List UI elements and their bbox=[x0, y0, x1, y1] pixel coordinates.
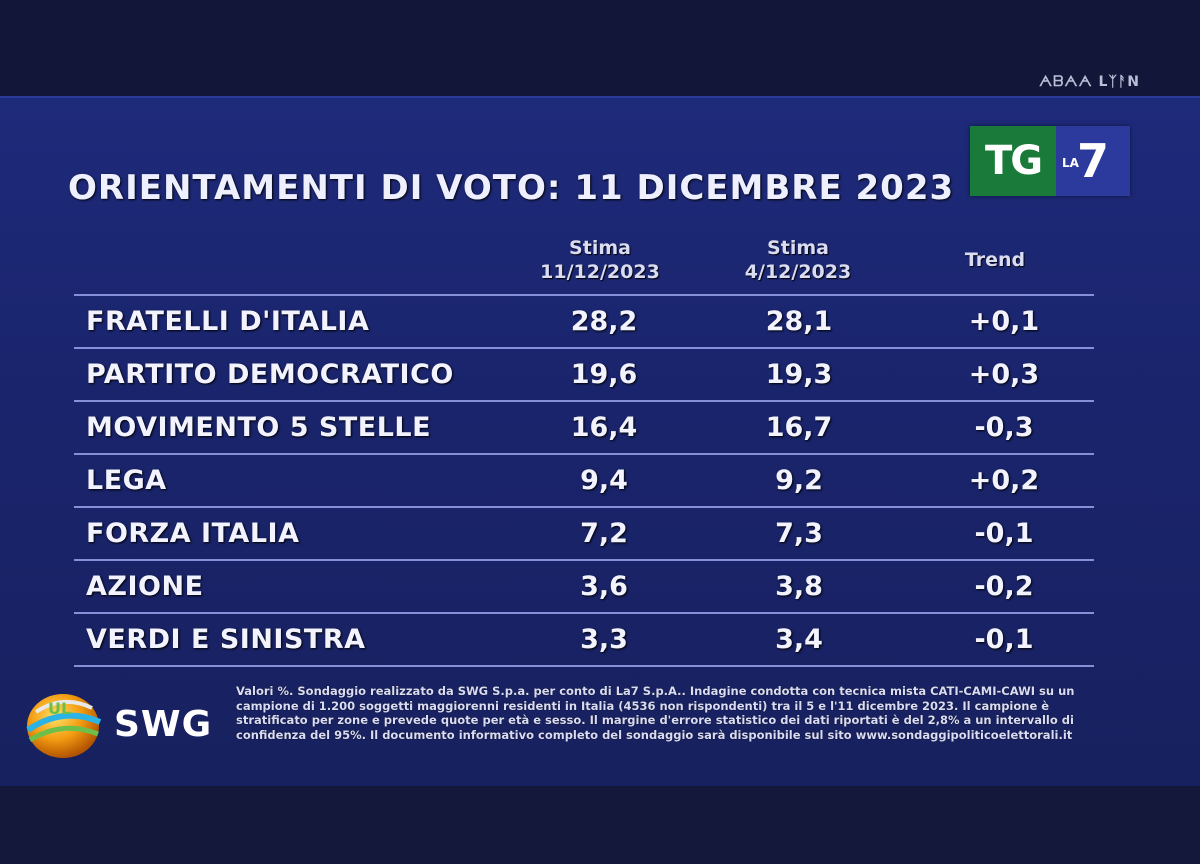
estimate-current: 16,4 bbox=[570, 412, 638, 443]
table-row: MOVIMENTO 5 STELLE 16,4 16,7 -0,3 bbox=[74, 400, 1094, 453]
table-row: FORZA ITALIA 7,2 7,3 -0,1 bbox=[74, 506, 1094, 559]
estimate-current: 7,2 bbox=[580, 518, 628, 549]
party-name: MOVIMENTO 5 STELLE bbox=[86, 412, 432, 443]
trend-value: +0,1 bbox=[968, 306, 1040, 337]
estimate-previous: 3,4 bbox=[775, 624, 823, 655]
poll-table: FRATELLI D'ITALIA 28,2 28,1 +0,1 PARTITO… bbox=[74, 294, 1094, 667]
table-row: AZIONE 3,6 3,8 -0,2 bbox=[74, 559, 1094, 612]
party-name: FRATELLI D'ITALIA bbox=[86, 306, 370, 337]
party-name: VERDI E SINISTRA bbox=[86, 624, 366, 655]
estimate-previous: 3,8 bbox=[775, 571, 823, 602]
table-row: PARTITO DEMOCRATICO 19,6 19,3 +0,3 bbox=[74, 347, 1094, 400]
estimate-previous: 7,3 bbox=[775, 518, 823, 549]
trend-value: +0,2 bbox=[968, 465, 1040, 496]
swg-globe-icon: UL bbox=[20, 686, 106, 762]
estimate-previous: 16,7 bbox=[765, 412, 833, 443]
tg-la7-logo: TG LA 7 bbox=[970, 126, 1130, 196]
trend-value: -0,1 bbox=[974, 624, 1034, 655]
tg-logo-text: TG bbox=[970, 126, 1056, 196]
estimate-previous: 19,3 bbox=[765, 359, 833, 390]
table-row: LEGA 9,4 9,2 +0,2 bbox=[74, 453, 1094, 506]
party-name: PARTITO DEMOCRATICO bbox=[86, 359, 454, 390]
trend-value: +0,3 bbox=[968, 359, 1040, 390]
estimate-current: 3,6 bbox=[580, 571, 628, 602]
header-stima-current-text: Stima 11/12/2023 bbox=[540, 237, 660, 283]
la7-logo: LA 7 bbox=[1056, 126, 1130, 196]
party-name: AZIONE bbox=[86, 571, 204, 602]
party-name: FORZA ITALIA bbox=[86, 518, 300, 549]
header-trend: Trend bbox=[964, 249, 1026, 271]
corner-watermark: ᗅᗷᗅᗅ LᛉᚨN bbox=[1039, 74, 1140, 90]
page-title: ORIENTAMENTI DI VOTO: 11 DICEMBRE 2023 bbox=[68, 168, 955, 208]
swg-logo: UL SWG bbox=[20, 684, 220, 764]
methodology-footnote: Valori %. Sondaggio realizzato da SWG S.… bbox=[236, 684, 1075, 742]
table-row: VERDI E SINISTRA 3,3 3,4 -0,1 bbox=[74, 612, 1094, 667]
header-stima-previous-text: Stima 4/12/2023 bbox=[744, 237, 852, 283]
table-row: FRATELLI D'ITALIA 28,2 28,1 +0,1 bbox=[74, 294, 1094, 347]
estimate-current: 9,4 bbox=[580, 465, 628, 496]
swg-logo-text: SWG bbox=[114, 703, 213, 745]
trend-value: -0,1 bbox=[974, 518, 1034, 549]
header-stima-current: Stima 11/12/2023 bbox=[530, 236, 670, 284]
swg-globe-label: UL bbox=[48, 699, 71, 718]
broadcast-screen bbox=[0, 96, 1200, 788]
header-stima-previous: Stima 4/12/2023 bbox=[728, 236, 868, 284]
estimate-current: 19,6 bbox=[570, 359, 638, 390]
la7-logo-seven: 7 bbox=[1076, 134, 1109, 188]
bottom-band bbox=[0, 786, 1200, 864]
estimate-previous: 28,1 bbox=[765, 306, 833, 337]
estimate-current: 3,3 bbox=[580, 624, 628, 655]
estimate-previous: 9,2 bbox=[775, 465, 823, 496]
la7-logo-la: LA bbox=[1062, 156, 1079, 170]
trend-value: -0,3 bbox=[974, 412, 1034, 443]
trend-value: -0,2 bbox=[974, 571, 1034, 602]
estimate-current: 28,2 bbox=[570, 306, 638, 337]
party-name: LEGA bbox=[86, 465, 167, 496]
